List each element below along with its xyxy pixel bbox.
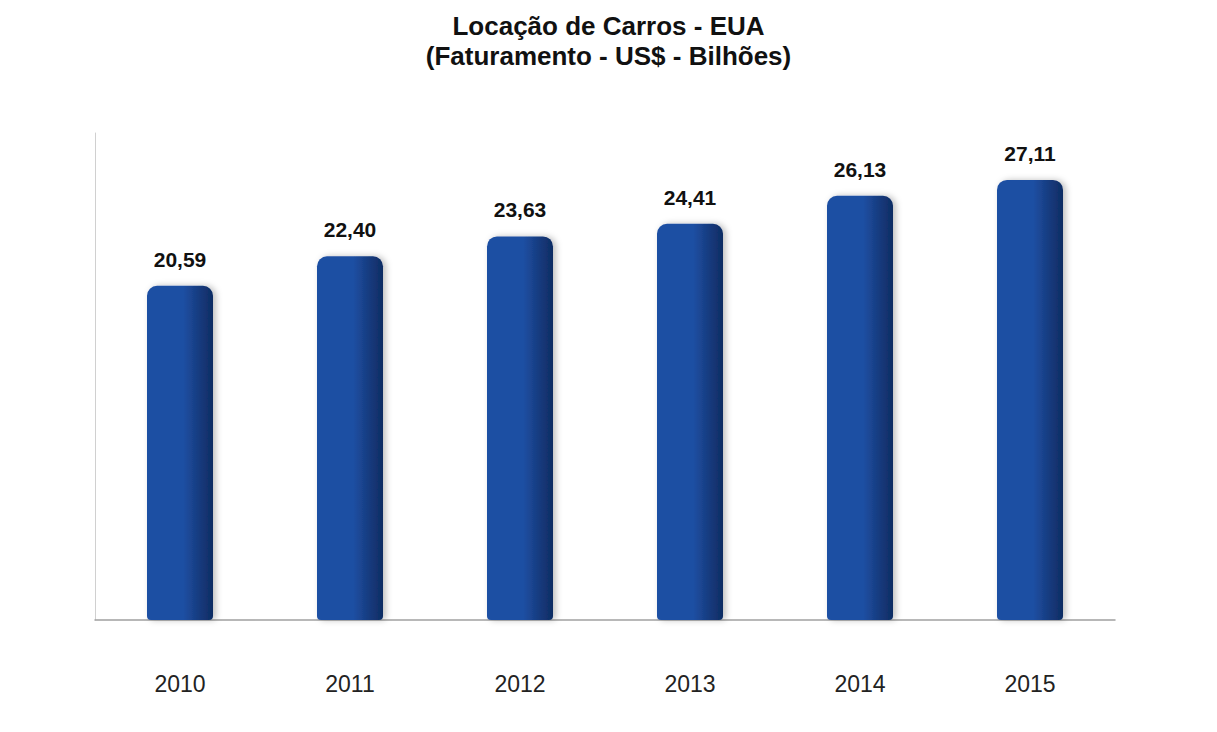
svg-text:20,59: 20,59 xyxy=(154,248,207,271)
svg-text:2010: 2010 xyxy=(154,671,205,697)
svg-text:24,41: 24,41 xyxy=(664,186,717,209)
svg-text:2011: 2011 xyxy=(325,671,374,697)
svg-text:(Faturamento - US$ - Bilhões): (Faturamento - US$ - Bilhões) xyxy=(426,41,791,71)
svg-text:27,11: 27,11 xyxy=(1004,142,1056,165)
svg-text:23,63: 23,63 xyxy=(494,198,547,221)
svg-text:Locação de Carros - EUA: Locação de Carros - EUA xyxy=(452,11,764,41)
svg-text:22,40: 22,40 xyxy=(324,218,377,241)
svg-text:2015: 2015 xyxy=(1004,671,1055,697)
svg-text:2014: 2014 xyxy=(834,671,885,697)
svg-text:2012: 2012 xyxy=(494,671,545,697)
svg-text:26,13: 26,13 xyxy=(834,158,887,181)
svg-text:2013: 2013 xyxy=(664,671,715,697)
